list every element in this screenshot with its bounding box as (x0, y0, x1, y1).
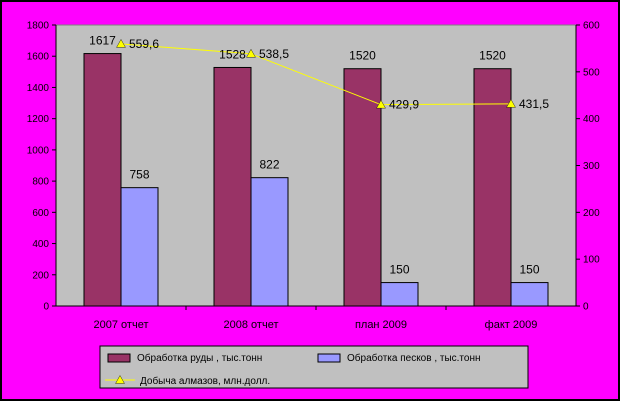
left-tick-label: 0 (43, 302, 49, 313)
bar-sand (250, 177, 289, 307)
x-tick-label: факт 2009 (485, 319, 538, 331)
right-tick-label: 0 (583, 302, 589, 313)
bar-data-label: 1520 (349, 49, 376, 63)
line-point (376, 99, 386, 109)
x-tick-label: 2007 отчет (94, 319, 149, 331)
line-point (246, 48, 256, 58)
legend-marker-diamonds (115, 375, 125, 384)
bar-ore (83, 53, 122, 307)
legend-swatch-sand (317, 353, 341, 363)
bar-ore (473, 68, 512, 307)
legend: Обработка руды , тыс.тонн Обработка песко… (99, 345, 529, 389)
legend-swatch-ore (107, 353, 131, 363)
right-tick-label: 300 (583, 161, 600, 172)
x-tick-label: 2008 отчет (224, 319, 279, 331)
bar-data-label: 150 (389, 263, 409, 277)
legend-box (99, 345, 529, 389)
line-point (116, 39, 126, 48)
right-tick-label: 200 (583, 208, 600, 219)
line-series (120, 43, 512, 106)
line-point (506, 99, 516, 108)
left-tick-label: 200 (32, 270, 49, 281)
left-tick-label: 1400 (27, 83, 50, 94)
line-data-label: 431,5 (519, 97, 549, 111)
bar-ore (213, 66, 252, 307)
legend-label-diamonds: Добыча алмазов, млн.долл. (140, 375, 270, 387)
bar-sand (380, 282, 419, 307)
left-tick-label: 1800 (27, 21, 50, 32)
bar-data-label: 822 (259, 158, 279, 172)
bar-sand (120, 187, 159, 307)
line-data-label: 538,5 (259, 47, 289, 61)
legend-label-ore: Обработка руды , тыс.тонн (137, 352, 262, 364)
right-tick-label: 500 (583, 67, 600, 78)
line-data-label: 429,9 (389, 98, 419, 112)
bar-data-label: 1520 (479, 49, 506, 63)
legend-label-sand: Обработка песков , тыс.тонн (347, 352, 481, 364)
right-tick-label: 400 (583, 114, 600, 125)
left-tick-label: 800 (32, 177, 49, 188)
bar-ore (343, 68, 382, 307)
left-tick-label: 400 (32, 239, 49, 250)
bar-sand (510, 282, 549, 307)
bar-data-label: 1528 (219, 47, 246, 61)
left-tick-label: 600 (32, 208, 49, 219)
bar-data-label: 1617 (89, 34, 116, 48)
bar-data-label: 150 (519, 263, 539, 277)
bar-data-label: 758 (129, 168, 149, 182)
right-tick-label: 100 (583, 255, 600, 266)
right-tick-label: 600 (583, 21, 600, 32)
left-tick-label: 1200 (27, 114, 50, 125)
left-tick-label: 1600 (27, 52, 50, 63)
left-tick-label: 1000 (27, 145, 50, 156)
x-tick-label: план 2009 (355, 319, 407, 331)
line-data-label: 559,6 (129, 37, 159, 51)
